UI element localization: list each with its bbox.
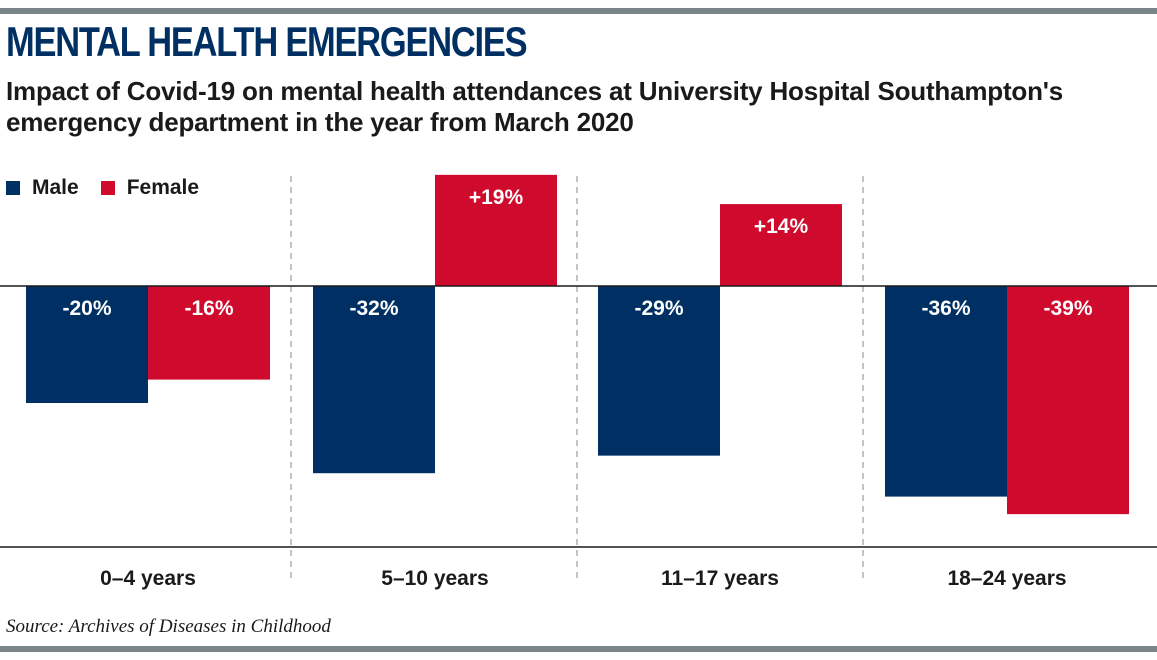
legend-label-male: Male [32, 176, 79, 199]
bar-female-3 [1007, 286, 1129, 515]
bar-female-1 [435, 174, 557, 286]
bar-value-label: -32% [349, 297, 398, 320]
legend-item-male: Male [6, 176, 79, 200]
bar-male-1 [313, 286, 435, 474]
category-label: 5–10 years [381, 567, 488, 590]
bar-value-label: -29% [634, 297, 683, 320]
legend-label-female: Female [126, 176, 200, 199]
legend-item-female: Female [100, 176, 200, 200]
bar-value-label: +19% [469, 186, 524, 209]
bar-female-2 [720, 204, 842, 286]
category-label: 11–17 years [661, 567, 779, 590]
top-rule [0, 8, 1157, 14]
chart-title: MENTAL HEALTH EMERGENCIES [6, 18, 528, 65]
category-label: 18–24 years [947, 567, 1066, 590]
source-note: Source: Archives of Diseases in Childhoo… [6, 616, 331, 637]
legend-swatch-female [100, 181, 115, 195]
bar-value-label: -20% [62, 297, 111, 320]
chart-subtitle: Impact of Covid-19 on mental health atte… [6, 76, 1064, 137]
bottom-rule [0, 646, 1157, 652]
legend-swatch-male [6, 181, 20, 195]
bar-female-0 [148, 286, 270, 380]
bar-male-0 [26, 286, 148, 403]
legend: Male Female [6, 176, 213, 200]
bar-value-label: -39% [1043, 297, 1092, 320]
bar-value-label: +14% [754, 215, 809, 238]
bar-value-label: -16% [184, 297, 233, 320]
bar-value-label: -36% [921, 297, 970, 320]
bar-chart: -20% -16% 0–4 years -32% +19% 5–10 years -29% +… [0, 174, 1157, 590]
category-label: 0–4 years [100, 567, 196, 590]
bar-male-3 [885, 286, 1007, 497]
bar-male-2 [598, 286, 720, 456]
